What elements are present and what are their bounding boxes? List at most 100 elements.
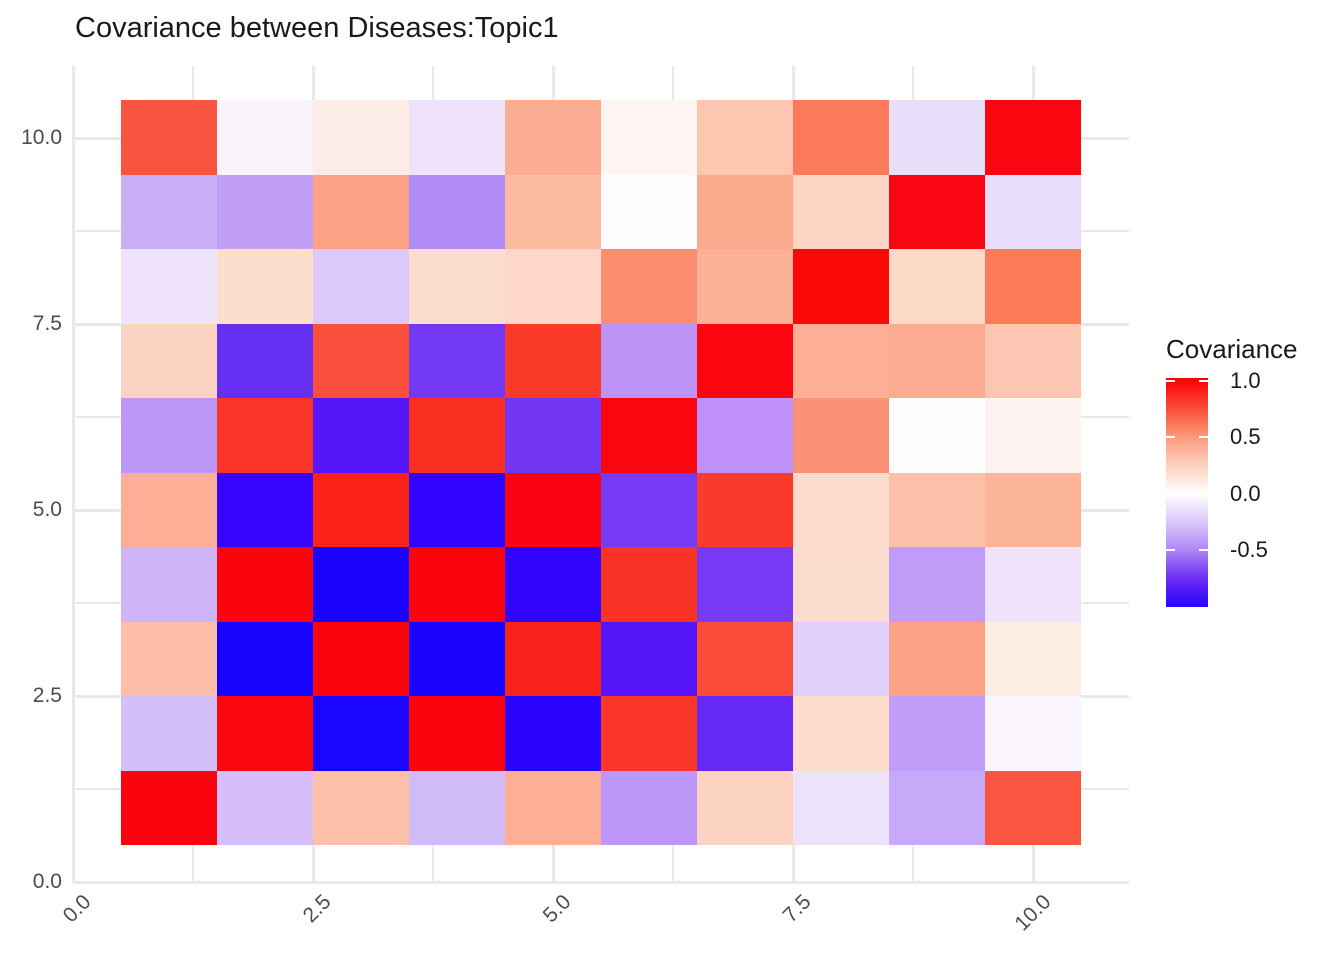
heatmap-cell [217,547,313,622]
heatmap-cell [601,696,697,771]
heatmap-cell [985,100,1081,175]
legend-tick-mark [1166,380,1175,383]
legend-tick-mark [1199,436,1208,439]
heatmap-cell [121,398,217,473]
legend-tick-label: -0.5 [1230,536,1268,562]
heatmap-cell [409,398,505,473]
heatmap-cell [409,696,505,771]
heatmap-cell [505,696,601,771]
heatmap-cell [409,547,505,622]
heatmap-cell [505,398,601,473]
heatmap-cell [217,696,313,771]
plot-panel [71,66,1129,884]
y-tick-label: 2.5 [32,684,62,707]
heatmap-cell [121,696,217,771]
heatmap-cell [313,770,409,845]
heatmap-cell [601,249,697,324]
heatmap-cell [505,100,601,175]
heatmap-cell [889,323,985,398]
heatmap-cell [217,398,313,473]
legend: Covariance 1.0 0.5 0.0 -0.5 [1160,330,1344,630]
heatmap-cell [793,472,889,547]
heatmap-cell [697,100,793,175]
heatmap-cell [505,472,601,547]
y-tick-label: 5.0 [32,498,62,521]
heatmap-cell [985,249,1081,324]
legend-tick-mark [1166,548,1175,551]
heatmap-cell [889,398,985,473]
heatmap-cell [697,621,793,696]
heatmap-cell [793,398,889,473]
heatmap-cell [601,100,697,175]
heatmap-cell [505,323,601,398]
heatmap-cell [793,100,889,175]
heatmap-cell [313,100,409,175]
y-tick-label: 7.5 [32,312,62,335]
heatmap-cell [793,323,889,398]
heatmap-cell [889,472,985,547]
heatmap-cell [697,174,793,249]
heatmap-cell [889,696,985,771]
heatmap-cell [121,323,217,398]
heatmap-cell [985,621,1081,696]
heatmap-cell [793,621,889,696]
heatmap-cell [601,621,697,696]
heatmap-cell [793,547,889,622]
heatmap-cell [985,174,1081,249]
heatmap-cell [697,770,793,845]
heatmap-cell [985,547,1081,622]
heatmap-cell [121,770,217,845]
legend-tick-label: 0.5 [1230,424,1261,450]
heatmap-cell [793,696,889,771]
heatmap-cell [889,100,985,175]
heatmap-cell [121,174,217,249]
heatmap-cell [313,621,409,696]
legend-tick-label: 1.0 [1230,368,1261,394]
heatmap-cell [409,770,505,845]
heatmap-cell [121,100,217,175]
heatmap-cell [217,323,313,398]
legend-tick-mark [1199,492,1208,495]
legend-tick-mark [1199,548,1208,551]
heatmap-cell [409,100,505,175]
heatmap-cell [889,174,985,249]
heatmap-cell [601,398,697,473]
heatmap-cell [889,547,985,622]
x-tick-label: 10.0 [1010,890,1056,936]
heatmap-cell [409,249,505,324]
heatmap-cell [409,621,505,696]
legend-tick-mark [1166,436,1175,439]
x-tick-label: 0.0 [58,890,96,928]
heatmap-cell [505,547,601,622]
heatmap-cell [601,472,697,547]
x-tick-label: 2.5 [298,890,336,928]
heatmap-cell [697,696,793,771]
x-tick-label: 5.0 [538,890,576,928]
heatmap-cell [121,547,217,622]
legend-tick-mark [1166,492,1175,495]
heatmap-layer [121,100,1081,845]
heatmap-cell [697,547,793,622]
heatmap-cell [985,398,1081,473]
heatmap-cell [505,249,601,324]
heatmap-cell [697,249,793,324]
legend-tick-label: 0.0 [1230,480,1261,506]
heatmap-cell [793,174,889,249]
heatmap-cell [697,398,793,473]
heatmap-cell [697,323,793,398]
heatmap-cell [313,249,409,324]
heatmap-cell [505,174,601,249]
heatmap-cell [313,547,409,622]
x-gridline [71,66,75,882]
y-tick-label: 10.0 [21,126,62,149]
heatmap-cell [121,472,217,547]
heatmap-cell [889,249,985,324]
heatmap-cell [985,770,1081,845]
heatmap-cell [409,323,505,398]
heatmap-cell [313,696,409,771]
x-tick-label: 7.5 [778,890,816,928]
heatmap-cell [121,621,217,696]
chart-title: Covariance between Diseases:Topic1 [75,12,559,44]
heatmap-cell [985,696,1081,771]
